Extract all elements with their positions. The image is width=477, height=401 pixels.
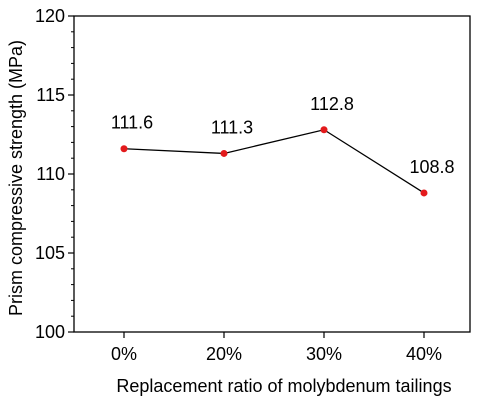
data-point [420, 189, 428, 197]
x-tick-label: 40% [406, 344, 442, 364]
y-tick-labels: 100 105 110 115 120 [35, 6, 65, 342]
x-axis-title: Replacement ratio of molybdenum tailings [116, 376, 451, 396]
plot-frame [73, 15, 471, 333]
x-tick-label: 0% [111, 344, 137, 364]
data-point [320, 126, 328, 134]
x-ticks [123, 332, 425, 338]
x-tick-labels: 0% 20% 30% 40% [111, 344, 442, 364]
y-tick-label: 110 [36, 164, 65, 184]
y-tick-label: 115 [36, 85, 65, 105]
data-label: 112.8 [310, 94, 354, 114]
data-point [220, 149, 228, 157]
data-labels: 111.6 111.3 112.8 108.8 [111, 94, 455, 177]
data-points [120, 126, 428, 197]
data-label: 111.6 [111, 113, 153, 133]
x-tick-label: 20% [206, 344, 242, 364]
series-line [123, 129, 425, 194]
y-axis-title: Prism compressive strength (MPa) [6, 40, 26, 316]
data-label: 108.8 [409, 157, 454, 177]
data-point [120, 145, 128, 153]
y-tick-label: 105 [35, 243, 65, 263]
y-tick-label: 120 [35, 6, 65, 26]
y-tick-label: 100 [35, 322, 65, 342]
x-tick-label: 30% [306, 344, 342, 364]
data-label: 111.3 [211, 117, 253, 137]
y-major-ticks [68, 15, 74, 333]
